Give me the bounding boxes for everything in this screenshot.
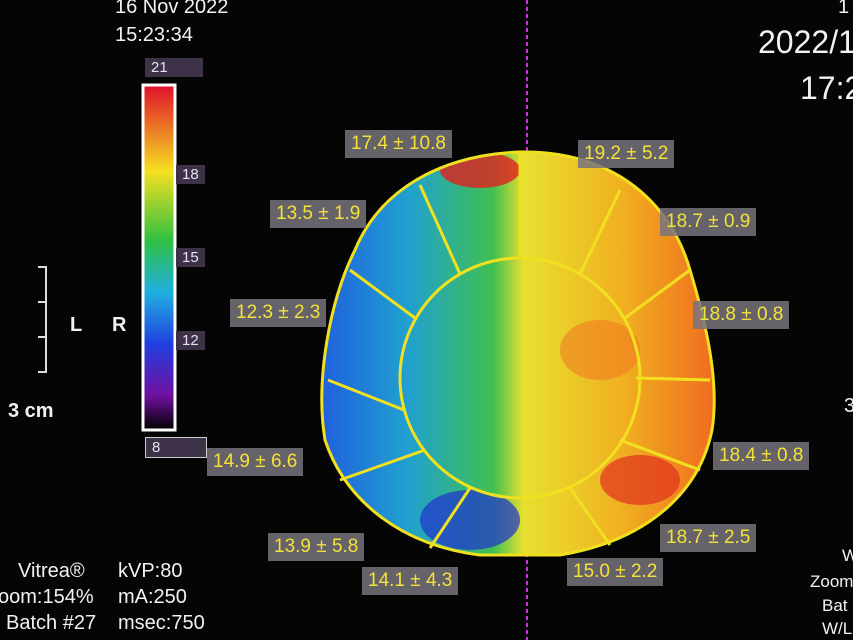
roi-label: 14.1 ± 4.3 [362,567,459,595]
scale-bar [38,266,47,373]
footer: mA:250 [118,586,187,608]
colorbar-label: 18 [176,165,205,184]
colorbar-label: 8 [145,437,207,458]
date: 16 Nov 2022 [115,0,229,18]
scale-length: 3 cm [8,400,54,422]
roi-label: 18.7 ± 0.9 [660,208,757,236]
color-bar [141,83,177,432]
roi-outline [320,150,716,557]
roi-label: 18.7 ± 2.5 [660,524,757,552]
roi-label: 19.2 ± 5.2 [578,140,675,168]
right-header: 1 [838,0,850,18]
roi-label: 18.8 ± 0.8 [693,301,790,329]
footer: oom:154% [0,586,94,608]
roi-label: 14.9 ± 6.6 [207,448,304,476]
perfusion-map [321,151,715,555]
roi-label: 18.4 ± 0.8 [713,442,810,470]
time: 15:23:34 [115,24,193,46]
roi-label: 13.9 ± 5.8 [268,533,365,561]
footer-right: Bat [822,596,848,615]
roi-label: 17.4 ± 10.8 [345,130,452,158]
right-edge: 3 [844,395,853,417]
scale-left: L [70,314,83,336]
footer: Batch #27 [6,612,97,634]
right-header: 17:2 [800,70,853,106]
footer: kVP:80 [118,560,183,582]
footer-right: W/L [822,619,853,638]
colorbar-label: 12 [176,331,205,350]
roi-label: 15.0 ± 2.2 [567,558,664,586]
right-header: 2022/1 [758,24,853,60]
roi-label: 12.3 ± 2.3 [230,299,327,327]
footer-right: Zoom [810,572,853,591]
scale-right: R [112,314,127,336]
footer-right: W [842,546,853,565]
colorbar-label: 15 [176,248,205,267]
footer: msec:750 [118,612,205,634]
footer: Vitrea® [18,560,85,582]
roi-label: 13.5 ± 1.9 [270,200,367,228]
colorbar-label: 21 [145,58,203,77]
